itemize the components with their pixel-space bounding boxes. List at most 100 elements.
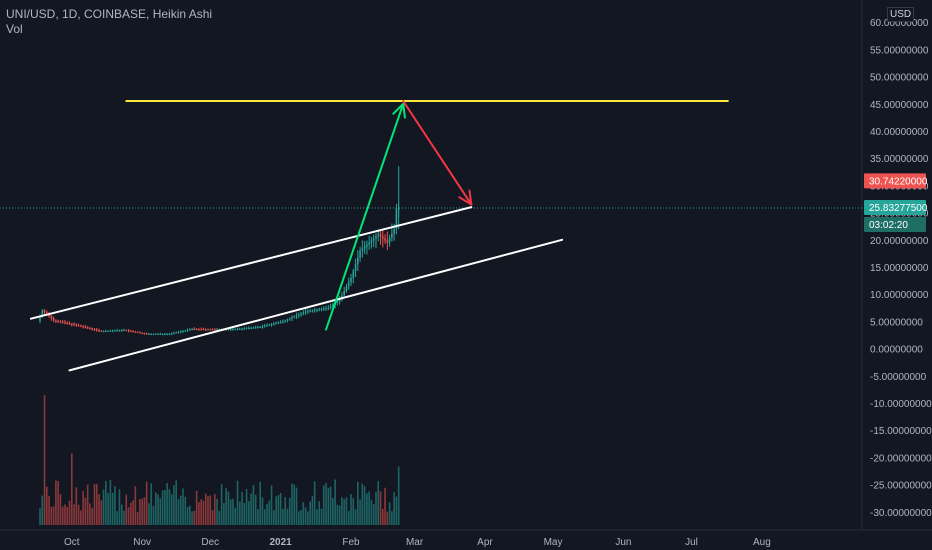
volume-bar bbox=[366, 493, 368, 525]
candle-body bbox=[275, 323, 277, 325]
candle-body bbox=[359, 250, 361, 258]
time-tick-label: Aug bbox=[753, 537, 771, 548]
legend-title[interactable]: UNI/USD, 1D, COINBASE, Heikin Ashi bbox=[6, 7, 213, 21]
time-tick-label: May bbox=[544, 537, 563, 548]
candle-body bbox=[73, 324, 75, 326]
up-arrow[interactable] bbox=[325, 102, 406, 331]
volume-bar bbox=[173, 485, 175, 525]
price-tick-label: 10.00000000 bbox=[870, 290, 929, 301]
candle-body bbox=[347, 282, 350, 287]
candle-body bbox=[211, 329, 214, 331]
price-axis[interactable]: 60.00000000 55.00000000 50.00000000 45.0000… bbox=[870, 18, 932, 519]
volume-bar bbox=[179, 495, 182, 525]
candle-body bbox=[152, 333, 155, 335]
time-tick-label: 2021 bbox=[270, 537, 293, 548]
volume-bar bbox=[195, 490, 198, 525]
candle-body bbox=[268, 324, 271, 326]
volume-bar bbox=[157, 494, 159, 525]
volume-bar bbox=[345, 497, 348, 525]
volume-bar bbox=[77, 504, 80, 525]
volume-bar bbox=[114, 486, 116, 525]
channel-upper-line[interactable] bbox=[29, 206, 473, 320]
candle-body bbox=[388, 237, 391, 243]
candle-body bbox=[209, 329, 212, 331]
candle-body bbox=[179, 331, 182, 333]
volume-bar bbox=[150, 483, 153, 525]
candle-body bbox=[184, 330, 187, 332]
volume-bar bbox=[82, 490, 84, 525]
legend-volume[interactable]: Vol bbox=[6, 22, 23, 36]
volume-bar bbox=[350, 494, 352, 525]
volume-bar bbox=[232, 498, 234, 525]
up-arrow-head bbox=[402, 102, 406, 119]
volume-bar bbox=[229, 499, 232, 525]
volume-bar bbox=[282, 508, 284, 525]
volume-bar bbox=[102, 489, 105, 525]
candle-body bbox=[345, 286, 348, 291]
volume-bars bbox=[39, 395, 400, 525]
volume-bar bbox=[93, 484, 96, 525]
price-tick-label: 15.00000000 bbox=[870, 263, 929, 274]
time-tick-label: Jun bbox=[615, 537, 631, 548]
candle-body bbox=[127, 330, 130, 332]
candle-body bbox=[238, 328, 241, 330]
volume-bar bbox=[166, 483, 168, 525]
volume-bar bbox=[225, 488, 227, 525]
candle-body bbox=[254, 327, 257, 329]
channel-lower-line[interactable] bbox=[68, 238, 564, 372]
down-arrow-shaft bbox=[402, 100, 473, 206]
price-tick-label: 50.00000000 bbox=[870, 73, 929, 84]
volume-bar bbox=[295, 487, 298, 525]
volume-bar bbox=[252, 485, 255, 525]
price-tick-label: 55.00000000 bbox=[870, 45, 929, 56]
volume-bar bbox=[302, 502, 305, 525]
volume-bar bbox=[41, 495, 44, 525]
volume-bar bbox=[198, 502, 200, 525]
volume-bar bbox=[168, 489, 171, 525]
volume-bar bbox=[161, 490, 164, 525]
volume-bar bbox=[370, 499, 373, 525]
volume-bar bbox=[322, 485, 325, 525]
volume-bar bbox=[39, 508, 41, 525]
candle-body bbox=[313, 310, 316, 312]
volume-bar bbox=[234, 507, 237, 525]
volume-bar bbox=[111, 492, 114, 525]
down-arrow[interactable] bbox=[402, 100, 473, 206]
candle-body bbox=[336, 301, 339, 303]
candle-body bbox=[193, 329, 196, 331]
volume-bar bbox=[132, 500, 134, 525]
currency-label[interactable]: USD bbox=[887, 7, 915, 22]
candle-body bbox=[261, 326, 264, 328]
candle-body bbox=[309, 310, 311, 312]
candle-body bbox=[257, 327, 259, 329]
candle-body bbox=[320, 308, 323, 310]
volume-bar bbox=[327, 487, 330, 525]
volume-bar bbox=[304, 507, 307, 525]
volume-bar bbox=[177, 499, 180, 525]
candle-body bbox=[154, 333, 157, 335]
drawings[interactable] bbox=[29, 100, 729, 372]
candle-body bbox=[93, 329, 96, 331]
volume-bar bbox=[184, 496, 187, 525]
volume-bar bbox=[136, 511, 139, 525]
candle-body bbox=[302, 312, 305, 314]
candle-body bbox=[109, 330, 112, 332]
volume-bar bbox=[191, 511, 193, 525]
candle-body bbox=[318, 309, 321, 311]
volume-bar bbox=[329, 486, 332, 525]
volume-bar bbox=[109, 479, 112, 525]
volume-bar bbox=[73, 504, 75, 525]
time-axis[interactable]: Oct Nov Dec 2021 Feb Mar Apr May Jun Jul Aug bbox=[64, 537, 771, 548]
candle-body bbox=[395, 208, 398, 229]
volume-bar bbox=[397, 466, 400, 525]
candle-body bbox=[381, 236, 384, 239]
candle-body bbox=[202, 329, 205, 331]
marked-price-badge: 30.74220000 bbox=[864, 173, 928, 189]
volume-bar bbox=[286, 508, 289, 525]
time-tick-label: Feb bbox=[342, 537, 360, 548]
volume-bar bbox=[70, 453, 73, 525]
candle-body bbox=[352, 271, 355, 278]
volume-bar bbox=[273, 510, 275, 525]
